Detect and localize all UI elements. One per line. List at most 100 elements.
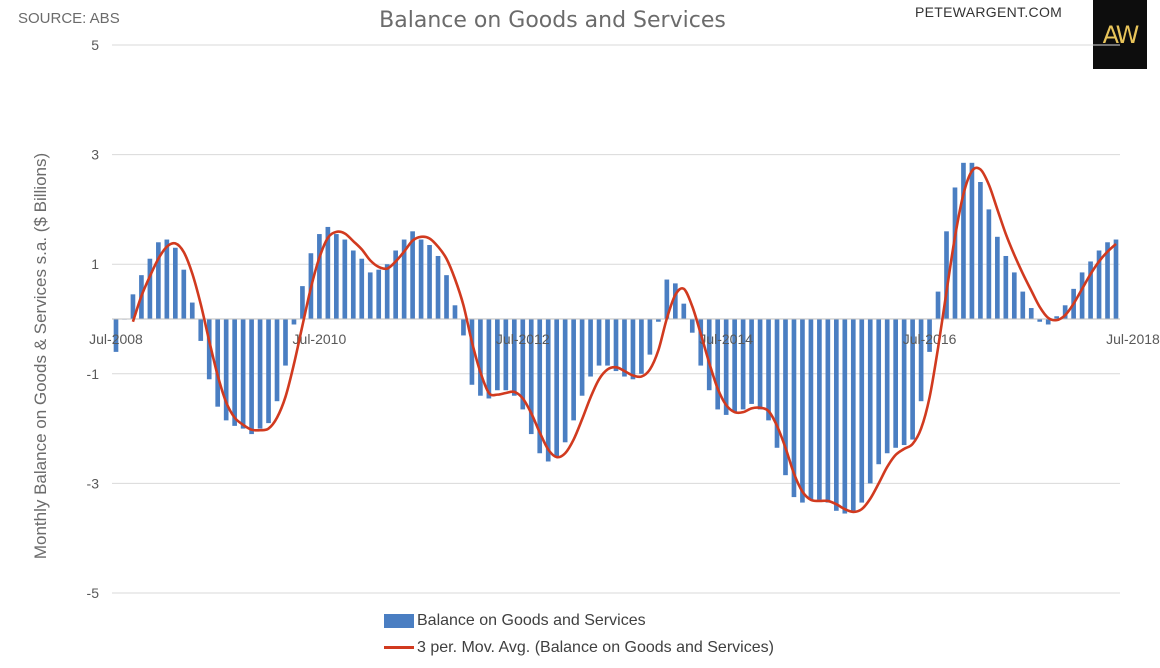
bar <box>274 319 280 402</box>
y-tick-label: 1 <box>91 256 99 272</box>
bar <box>1028 308 1034 319</box>
bar <box>342 239 348 319</box>
bar <box>571 319 576 421</box>
bar <box>969 162 975 319</box>
bar <box>350 250 356 319</box>
bar <box>952 187 958 319</box>
bar <box>198 319 204 341</box>
legend-bar-label: Balance on Goods and Services <box>417 611 646 629</box>
bar <box>181 269 187 319</box>
bar <box>427 245 432 319</box>
bar <box>995 236 1000 319</box>
bar <box>630 319 636 380</box>
x-tick-label: Jul-2014 <box>699 331 753 347</box>
bar <box>749 319 754 404</box>
legend-item-line: 3 per. Mov. Avg. (Balance on Goods and S… <box>384 634 774 661</box>
bar <box>189 302 195 319</box>
bar <box>859 319 865 503</box>
bar <box>834 319 839 511</box>
bar <box>1054 316 1060 319</box>
bar <box>791 319 797 498</box>
chart-title: Balance on Goods and Services <box>379 8 726 33</box>
bar <box>300 286 305 319</box>
bar <box>376 269 382 319</box>
bar <box>723 319 729 415</box>
bar <box>647 319 653 355</box>
legend-bar-swatch <box>384 613 414 628</box>
bar <box>249 319 254 435</box>
aw-logo: AW <box>1093 0 1147 69</box>
bar <box>978 182 983 319</box>
moving-average-line <box>131 166 1117 514</box>
bar <box>393 250 398 319</box>
bar <box>935 291 941 319</box>
bar <box>893 319 898 448</box>
bar <box>334 234 339 319</box>
bar <box>596 319 602 366</box>
bar <box>283 319 288 366</box>
bar <box>1096 250 1102 319</box>
y-tick-label: -1 <box>87 366 100 382</box>
bar <box>537 319 543 454</box>
y-tick-label: -5 <box>87 585 100 601</box>
bar <box>910 319 915 440</box>
x-tick-label: Jul-2012 <box>496 331 550 347</box>
bar <box>867 319 873 484</box>
bar <box>672 283 678 319</box>
bar <box>562 319 568 443</box>
y-tick-label: 5 <box>91 37 99 53</box>
bar <box>1113 239 1119 319</box>
bar <box>554 319 560 456</box>
y-tick-label: 3 <box>91 147 99 163</box>
bar <box>511 319 517 396</box>
source-label: SOURCE: ABS <box>18 10 120 27</box>
bar <box>774 319 780 448</box>
bar <box>808 319 814 500</box>
bar <box>800 319 805 503</box>
bar <box>766 319 771 421</box>
bar <box>478 319 483 396</box>
bar <box>1003 255 1009 319</box>
bar <box>223 319 229 421</box>
bar <box>164 239 170 319</box>
bar <box>1037 319 1043 322</box>
x-tick-label: Jul-2016 <box>903 331 957 347</box>
bar <box>884 319 890 454</box>
bar <box>232 319 237 426</box>
bar <box>486 319 492 399</box>
bar <box>503 319 509 391</box>
bar <box>401 239 407 319</box>
bar <box>918 319 924 402</box>
bar <box>317 234 322 319</box>
legend-line-label: 3 per. Mov. Avg. (Balance on Goods and S… <box>417 638 774 656</box>
bar <box>740 319 746 410</box>
bar <box>944 231 949 319</box>
bar <box>359 258 365 319</box>
bar <box>452 305 458 319</box>
bar <box>842 319 848 514</box>
legend: Balance on Goods and Services 3 per. Mov… <box>384 607 774 661</box>
y-tick-label: -3 <box>87 475 100 491</box>
bar <box>1045 319 1051 325</box>
bar <box>698 319 704 366</box>
bar <box>1062 305 1068 319</box>
bar <box>961 162 966 319</box>
bar <box>986 209 992 319</box>
bar <box>528 319 534 435</box>
bar <box>901 319 907 446</box>
bar <box>927 319 932 352</box>
bar <box>147 258 153 319</box>
bar <box>817 319 822 500</box>
bar <box>1011 272 1017 319</box>
bar <box>495 319 500 391</box>
x-tick-label: Jul-2018 <box>1106 331 1160 347</box>
bar <box>410 231 415 319</box>
bar <box>850 319 856 511</box>
bar <box>240 319 246 429</box>
bar <box>206 319 212 380</box>
bar <box>435 255 441 319</box>
bar <box>1088 261 1093 319</box>
legend-line-swatch <box>384 646 414 649</box>
bar <box>664 279 670 319</box>
